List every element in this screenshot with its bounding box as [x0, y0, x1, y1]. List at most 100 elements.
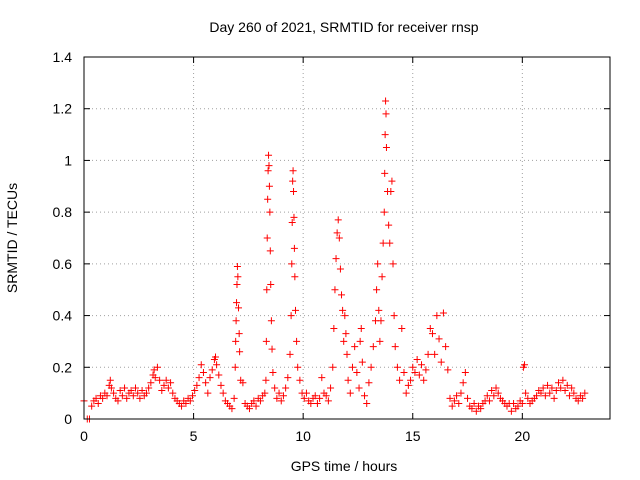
data-point: [340, 337, 348, 345]
data-point: [524, 394, 532, 402]
data-point: [266, 208, 274, 216]
data-point: [400, 368, 408, 376]
data-point: [554, 379, 562, 387]
data-point: [398, 325, 406, 332]
data-markers: [80, 97, 589, 423]
data-point: [448, 402, 456, 410]
data-point: [88, 402, 96, 410]
data-point: [351, 343, 359, 351]
data-point: [164, 384, 172, 392]
data-point: [219, 389, 227, 397]
data-point: [271, 384, 279, 392]
data-point: [402, 389, 410, 397]
data-point: [279, 392, 287, 400]
data-point: [327, 384, 335, 392]
data-point: [332, 255, 340, 263]
data-point: [346, 389, 354, 397]
data-point: [387, 187, 395, 195]
data-point: [324, 397, 332, 405]
data-point: [552, 387, 560, 395]
data-point: [300, 394, 308, 402]
data-point: [266, 247, 274, 255]
data-point: [563, 381, 571, 389]
data-point: [262, 376, 270, 384]
data-point: [230, 394, 238, 402]
data-point: [385, 221, 393, 229]
data-point: [263, 234, 271, 242]
data-point: [396, 376, 404, 384]
data-point: [290, 213, 298, 221]
data-point: [329, 363, 337, 371]
data-point: [213, 361, 221, 369]
data-point: [267, 317, 275, 325]
data-point: [521, 361, 529, 369]
data-point: [468, 405, 476, 413]
data-point: [284, 374, 292, 382]
data-point: [550, 394, 558, 402]
data-point: [514, 402, 522, 410]
data-point: [537, 389, 545, 397]
data-point: [217, 381, 225, 389]
data-point: [265, 182, 273, 190]
data-point: [265, 151, 273, 159]
data-point: [335, 234, 343, 242]
data-point: [342, 330, 350, 338]
data-point: [204, 389, 212, 397]
data-point: [461, 368, 469, 376]
data-point: [103, 392, 111, 400]
data-point: [282, 384, 290, 392]
data-point: [561, 387, 569, 395]
data-point: [420, 376, 428, 384]
data-point: [268, 345, 276, 353]
data-point: [202, 379, 210, 387]
data-point: [110, 389, 118, 397]
data-point: [518, 399, 526, 407]
y-tick-label: 1: [64, 152, 72, 168]
data-point: [313, 399, 321, 407]
data-point: [296, 376, 304, 384]
data-point: [232, 317, 240, 325]
data-point: [336, 265, 344, 273]
axis-ticks: 0 5 10 15 20 0 0.2 0.4 0.6 0.8 1 1.2 1.4: [53, 49, 610, 444]
data-point: [431, 350, 439, 358]
data-point: [289, 177, 297, 185]
data-point: [334, 216, 342, 224]
data-point: [348, 363, 356, 371]
data-point: [377, 317, 385, 325]
data-point: [233, 281, 241, 289]
data-point: [127, 387, 135, 395]
data-point: [375, 306, 383, 314]
data-point: [307, 399, 315, 407]
data-point: [428, 330, 436, 338]
data-point: [459, 379, 467, 387]
data-point: [94, 399, 102, 407]
data-point: [234, 273, 242, 281]
x-tick-label: 20: [515, 428, 531, 444]
data-point: [262, 337, 270, 345]
data-point: [367, 363, 375, 371]
data-point: [356, 337, 364, 345]
data-point: [235, 304, 243, 312]
data-point: [195, 374, 203, 382]
data-point: [136, 394, 144, 402]
data-point: [156, 376, 164, 384]
data-point: [446, 394, 454, 402]
data-point: [548, 384, 556, 392]
data-point: [291, 306, 299, 314]
data-point: [290, 244, 298, 252]
data-point: [107, 384, 115, 392]
data-point: [123, 394, 131, 402]
y-tick-label: 0.2: [53, 359, 73, 375]
x-axis-label: GPS time / hours: [291, 458, 398, 474]
data-point: [470, 399, 478, 407]
data-point: [365, 379, 373, 387]
data-point: [186, 397, 194, 405]
data-point: [250, 397, 258, 405]
data-point: [142, 389, 150, 397]
data-point: [363, 399, 371, 407]
data-point: [544, 381, 552, 389]
data-point: [316, 394, 324, 402]
y-tick-label: 0.6: [53, 256, 73, 272]
data-point: [208, 366, 216, 374]
data-point: [318, 374, 326, 382]
